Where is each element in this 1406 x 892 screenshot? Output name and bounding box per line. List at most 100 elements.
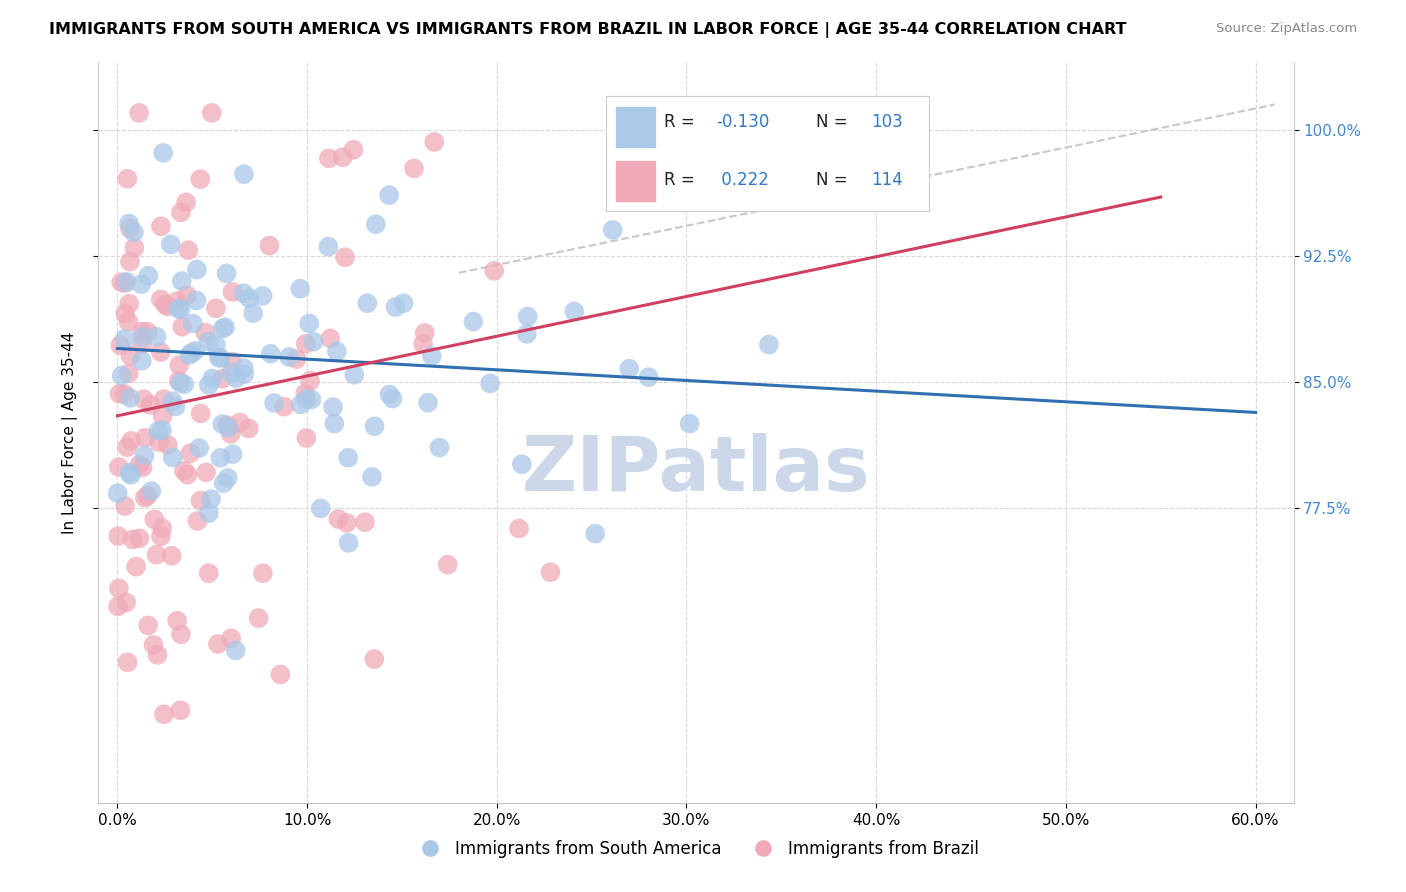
Point <box>142 638 165 652</box>
Point <box>225 371 247 385</box>
Point <box>205 338 228 352</box>
Point <box>173 377 195 392</box>
Point <box>118 221 141 235</box>
Text: ZIPatlas: ZIPatlas <box>522 433 870 507</box>
Point <box>136 325 159 339</box>
Point <box>436 558 458 572</box>
Point <box>170 627 193 641</box>
Point <box>128 458 150 472</box>
Point <box>131 337 153 351</box>
Point <box>290 397 312 411</box>
Point <box>145 330 167 344</box>
Point <box>229 416 252 430</box>
Point <box>295 392 318 406</box>
Point <box>233 368 256 382</box>
Point <box>602 223 624 237</box>
Point <box>294 386 316 401</box>
Point <box>420 349 443 363</box>
Point <box>232 167 254 181</box>
Point <box>200 492 222 507</box>
Point <box>169 302 191 317</box>
Point <box>108 582 131 596</box>
Point <box>174 195 197 210</box>
Point <box>482 264 505 278</box>
Point <box>152 392 174 406</box>
Point <box>115 275 138 289</box>
Point <box>337 450 360 465</box>
Point <box>139 398 162 412</box>
Point <box>114 499 136 513</box>
Point <box>211 417 233 431</box>
Point <box>197 566 219 581</box>
Point <box>195 466 218 480</box>
Point <box>637 370 659 384</box>
Point <box>221 354 243 368</box>
Point <box>120 349 142 363</box>
Point <box>148 424 170 438</box>
Point <box>252 289 274 303</box>
Point <box>190 407 212 421</box>
Point <box>114 387 136 401</box>
Text: IMMIGRANTS FROM SOUTH AMERICA VS IMMIGRANTS FROM BRAZIL IN LABOR FORCE | AGE 35-: IMMIGRANTS FROM SOUTH AMERICA VS IMMIGRA… <box>49 22 1126 38</box>
Point <box>120 391 142 405</box>
Point <box>201 371 224 385</box>
Point <box>149 345 172 359</box>
Point <box>153 297 176 311</box>
Point <box>118 254 141 268</box>
Point <box>416 395 439 409</box>
Point <box>156 438 179 452</box>
Point <box>221 285 243 299</box>
Point <box>212 476 235 491</box>
Point <box>260 347 283 361</box>
Point <box>295 431 318 445</box>
Point <box>108 460 131 475</box>
Point <box>107 486 129 500</box>
Point <box>167 301 190 316</box>
Point <box>150 521 173 535</box>
Point <box>118 466 141 480</box>
Point <box>402 161 425 176</box>
Point <box>108 386 131 401</box>
Point <box>269 667 291 681</box>
Point <box>583 526 606 541</box>
Point <box>285 352 308 367</box>
Point <box>232 286 254 301</box>
Point <box>333 250 356 264</box>
Point <box>221 447 243 461</box>
Point <box>384 300 406 314</box>
Point <box>159 237 181 252</box>
Point <box>150 423 173 437</box>
Point <box>516 310 538 324</box>
Point <box>136 618 159 632</box>
Point <box>361 470 384 484</box>
Point <box>107 599 129 614</box>
Point <box>209 450 232 465</box>
Point <box>201 106 224 120</box>
Point <box>121 533 143 547</box>
Point <box>328 512 350 526</box>
Point <box>167 358 190 372</box>
Point <box>363 652 385 666</box>
Point <box>118 367 141 381</box>
Point <box>107 529 129 543</box>
Point <box>510 458 533 472</box>
Point <box>150 529 173 543</box>
Point <box>412 337 434 351</box>
Point <box>125 559 148 574</box>
Point <box>205 301 228 316</box>
Point <box>134 491 156 505</box>
Point <box>207 637 229 651</box>
Point <box>110 275 132 289</box>
Point <box>263 396 285 410</box>
Point <box>290 282 312 296</box>
Point <box>176 467 198 482</box>
Point <box>146 648 169 662</box>
Point <box>131 354 153 368</box>
Point <box>214 320 236 334</box>
Point <box>120 434 142 448</box>
Point <box>114 307 136 321</box>
Point <box>242 306 264 320</box>
Point <box>179 446 201 460</box>
Point <box>378 387 401 401</box>
Point <box>299 374 322 388</box>
